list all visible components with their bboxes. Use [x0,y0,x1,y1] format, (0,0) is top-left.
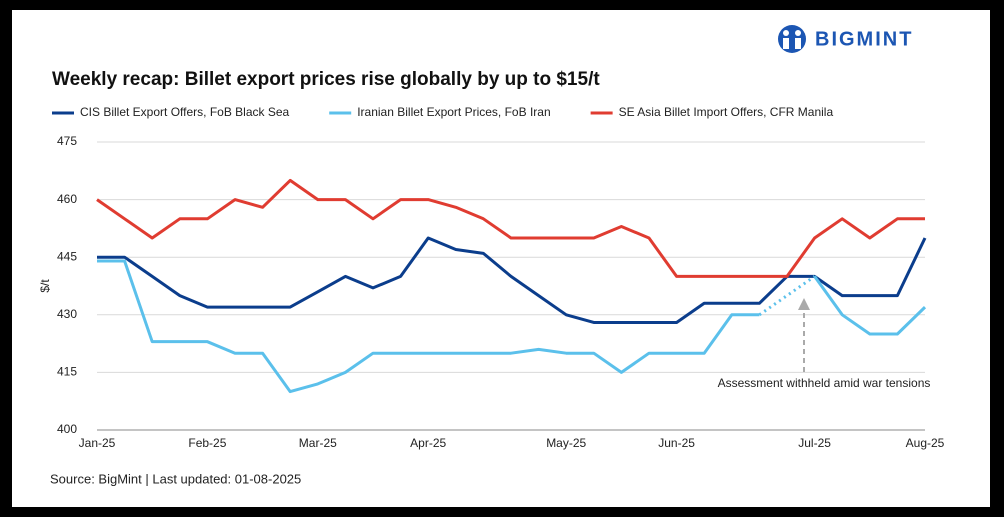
legend-label: CIS Billet Export Offers, FoB Black Sea [80,105,290,119]
x-tick-label: Feb-25 [188,436,226,450]
y-tick-label: 445 [57,249,77,263]
x-tick-label: Jan-25 [79,436,116,450]
logo-icon [778,25,806,53]
legend-label: SE Asia Billet Import Offers, CFR Manila [619,105,834,119]
y-axis-label: $/t [38,279,52,293]
y-tick-label: 400 [57,422,77,436]
y-tick-label: 430 [57,307,77,321]
x-tick-label: Mar-25 [299,436,337,450]
series-line [97,259,927,394]
annotation: Assessment withheld amid war tensions [718,376,931,390]
x-tick-label: Aug-25 [906,436,945,450]
logo: BIGMINT [815,28,913,50]
x-tick-label: Jun-25 [658,436,695,450]
annotation-arrowhead [798,298,810,310]
y-tick-label: 415 [57,365,77,379]
y-tick-label: 475 [57,134,77,148]
x-tick-label: Apr-25 [410,436,446,450]
chart-title: Weekly recap: Billet export prices rise … [52,69,600,90]
x-tick-label: Jul-25 [798,436,831,450]
x-tick-label: May-25 [546,436,586,450]
panel [12,10,990,507]
series-line [96,178,925,278]
source: Source: BigMint | Last updated: 01-08-20… [50,471,301,486]
legend-label: Iranian Billet Export Prices, FoB Iran [357,105,550,119]
y-tick-label: 460 [57,192,77,206]
